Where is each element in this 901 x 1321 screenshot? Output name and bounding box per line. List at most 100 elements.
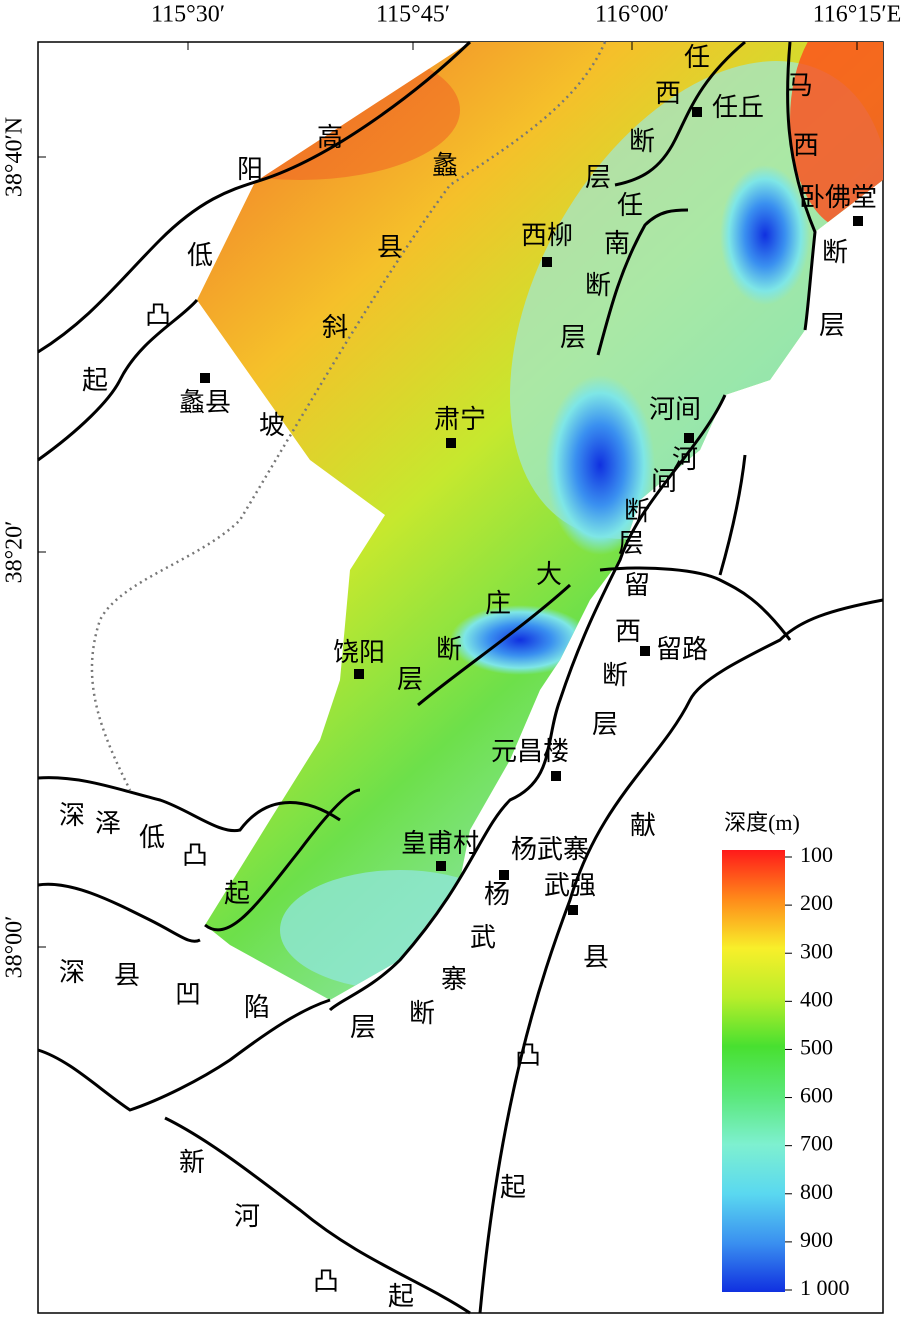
colorbar-tick-label: 400: [800, 986, 833, 1011]
lon-label: 115°30′: [151, 2, 225, 28]
structure-label: 县: [377, 233, 403, 262]
structure-label: 低: [187, 241, 213, 270]
lon-label: 116°15′E: [813, 2, 901, 28]
place-label: 任丘: [712, 93, 764, 122]
lon-label: 116°00′: [595, 2, 669, 28]
place-marker: [499, 870, 509, 880]
structure-label: 层: [819, 311, 845, 340]
structure-label: 任: [617, 191, 643, 220]
place-label: 西柳: [521, 221, 573, 250]
place-marker: [542, 257, 552, 267]
structure-label: 河: [672, 445, 698, 474]
place-label: 武强: [544, 871, 596, 900]
structure-label: 阳: [237, 155, 263, 184]
place-label: 卧佛堂: [799, 183, 877, 212]
structure-label: 南: [604, 229, 630, 258]
place-marker: [640, 646, 650, 656]
structure-label: 凸: [515, 1041, 541, 1070]
structure-label: 起: [224, 879, 250, 908]
structure-label: 间: [651, 467, 677, 496]
colorbar: [722, 850, 785, 1292]
structure-label: 蠡: [432, 151, 458, 180]
structure-label: 凸: [145, 301, 171, 330]
place-marker: [692, 107, 702, 117]
structure-label: 西: [615, 617, 641, 646]
structure-label: 断: [822, 238, 848, 267]
place-marker: [436, 861, 446, 871]
structure-label: 凸: [313, 1267, 339, 1296]
lat-label: 38°40′N: [2, 117, 28, 197]
structure-label: 马: [787, 71, 813, 100]
structure-label: 凸: [182, 841, 208, 870]
colorbar-tick-label: 1 000: [800, 1275, 850, 1300]
lon-label: 115°45′: [376, 2, 450, 28]
structure-label: 高: [317, 123, 343, 152]
place-marker: [446, 438, 456, 448]
structure-label: 断: [409, 999, 435, 1028]
structure-label: 起: [82, 366, 108, 395]
slope-boundary: [90, 41, 607, 791]
structure-label: 河: [234, 1202, 260, 1231]
place-label: 肃宁: [434, 405, 486, 434]
structure-label: 断: [602, 661, 628, 690]
colorbar-title: 深度(m): [724, 810, 800, 835]
place-marker: [551, 771, 561, 781]
structure-label: 断: [585, 271, 611, 300]
structure-label: 庄: [485, 589, 511, 618]
place-label: 皇甫村: [401, 829, 479, 858]
colorbar-tick-label: 600: [800, 1083, 833, 1108]
structure-label: 县: [583, 943, 609, 972]
structure-label: 泽: [95, 809, 121, 838]
structure-label: 县: [114, 961, 140, 990]
colorbar-tick-label: 900: [800, 1227, 833, 1252]
lat-label: 38°20′: [2, 521, 28, 584]
structure-label: 寨: [441, 965, 467, 994]
colorbar-tick-label: 500: [800, 1034, 833, 1059]
colorbar-tick-label: 800: [800, 1179, 833, 1204]
place-label: 元昌楼: [491, 737, 569, 766]
place-label: 蠡县: [179, 388, 231, 417]
place-label: 饶阳: [333, 638, 385, 667]
colorbar-tick-label: 200: [800, 890, 833, 915]
structure-label: 层: [560, 323, 586, 352]
lat-label: 38°00′: [2, 916, 28, 979]
colorbar-tick-label: 700: [800, 1131, 833, 1156]
structure-label: 新: [179, 1148, 205, 1177]
structure-label: 大: [536, 560, 562, 589]
structure-label: 深: [59, 958, 85, 987]
frame: [37, 41, 884, 1314]
structure-label: 献: [630, 811, 656, 840]
structure-label: 西: [655, 79, 681, 108]
structure-label: 任: [684, 43, 710, 72]
place-marker: [354, 669, 364, 679]
place-label: 河间: [649, 395, 701, 424]
place-marker: [568, 905, 578, 915]
structure-label: 留: [624, 571, 650, 600]
colorbar-tick-label: 300: [800, 938, 833, 963]
fault-lines: [37, 40, 884, 1315]
structure-label: 层: [592, 710, 618, 739]
structure-label: 杨: [484, 880, 510, 909]
place-marker: [684, 433, 694, 443]
structure-label: 低: [139, 823, 165, 852]
place-marker: [200, 373, 210, 383]
structure-label: 层: [585, 163, 611, 192]
structure-label: 层: [397, 665, 423, 694]
structure-label: 层: [618, 529, 644, 558]
structure-label: 斜: [322, 313, 348, 342]
structure-label: 断: [436, 635, 462, 664]
structure-label: 武: [470, 923, 496, 952]
place-marker: [853, 216, 863, 226]
structure-label: 深: [59, 801, 85, 830]
structure-label: 起: [500, 1173, 526, 1202]
structure-label: 起: [388, 1282, 414, 1311]
structure-label: 陷: [244, 993, 270, 1022]
colorbar-tick-label: 100: [800, 842, 833, 867]
structure-label: 凹: [175, 980, 201, 1009]
structure-label: 断: [624, 497, 650, 526]
place-label: 留路: [656, 635, 708, 664]
structure-label: 断: [629, 127, 655, 156]
structure-label: 西: [793, 131, 819, 160]
place-label: 杨武寨: [511, 835, 589, 864]
